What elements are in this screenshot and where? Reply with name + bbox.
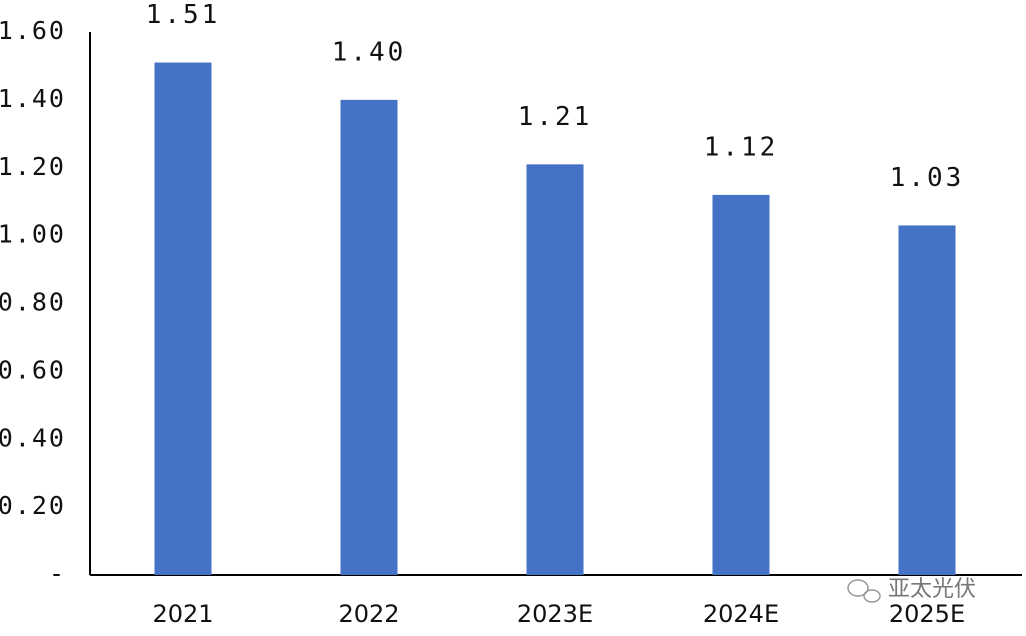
y-tick-label: 1.00: [0, 220, 66, 249]
bar: [526, 164, 584, 575]
x-tick-label: 2022: [338, 600, 399, 628]
x-tick-label: 2023E: [517, 600, 593, 628]
y-tick-label: 1.60: [0, 16, 66, 45]
value-label: 1.12: [704, 132, 779, 162]
value-label: 1.21: [518, 102, 593, 132]
bar: [340, 99, 398, 575]
y-tick-label: 1.40: [0, 84, 66, 113]
bar: [898, 225, 956, 575]
value-label: 1.03: [890, 163, 965, 193]
y-tick-label: 0.60: [0, 355, 66, 384]
bar: [712, 194, 770, 575]
x-tick-label: 2021: [152, 600, 213, 628]
watermark-icon: [847, 579, 881, 603]
bar: [154, 62, 212, 575]
y-tick-label: 0.80: [0, 288, 66, 317]
y-tick-label: -: [49, 559, 66, 588]
y-tick-label: 0.20: [0, 491, 66, 520]
y-tick-label: 1.20: [0, 152, 66, 181]
y-tick-label: 0.40: [0, 423, 66, 452]
value-label: 1.51: [146, 0, 221, 30]
x-tick-label: 2025E: [889, 600, 965, 628]
x-tick-label: 2024E: [703, 600, 779, 628]
value-label: 1.40: [332, 37, 407, 67]
watermark: 亚太光伏: [888, 577, 976, 602]
